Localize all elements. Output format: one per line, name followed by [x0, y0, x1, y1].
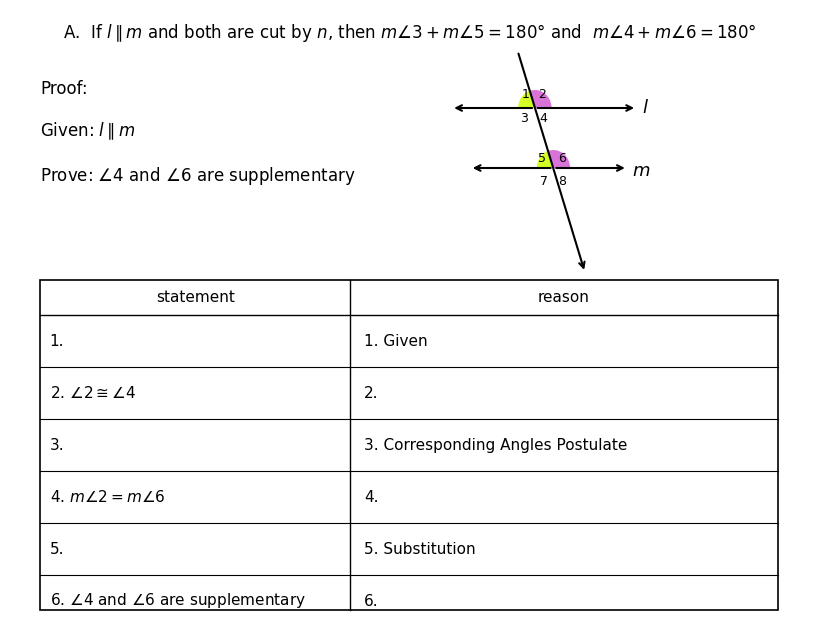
Wedge shape	[518, 91, 535, 108]
Text: 5.: 5.	[49, 542, 64, 556]
Text: 6: 6	[558, 152, 566, 165]
Text: 6. $\angle4$ and $\angle6$ are supplementary: 6. $\angle4$ and $\angle6$ are supplemen…	[49, 592, 305, 610]
FancyBboxPatch shape	[40, 280, 778, 610]
Text: 8: 8	[558, 175, 566, 188]
Text: 5. Substitution: 5. Substitution	[364, 542, 476, 556]
Text: reason: reason	[538, 290, 590, 305]
Text: 1: 1	[522, 87, 530, 100]
Text: $n$: $n$	[581, 277, 592, 296]
Text: 3: 3	[520, 111, 527, 124]
Text: 1. Given: 1. Given	[364, 334, 428, 348]
Text: 5: 5	[538, 152, 546, 165]
Text: 4. $m\angle2 = m\angle6$: 4. $m\angle2 = m\angle6$	[49, 489, 165, 505]
Text: 2: 2	[538, 87, 546, 100]
Text: 1.: 1.	[49, 334, 64, 348]
Text: Prove: $\angle4$ and $\angle6$ are supplementary: Prove: $\angle4$ and $\angle6$ are suppl…	[40, 165, 356, 187]
Text: 4: 4	[539, 111, 547, 124]
Text: statement: statement	[156, 290, 234, 305]
Wedge shape	[548, 150, 570, 168]
Wedge shape	[536, 151, 554, 168]
Text: A.  If $l \parallel m$ and both are cut by $n$, then $m\angle3 + m\angle5 = 180°: A. If $l \parallel m$ and both are cut b…	[63, 22, 757, 44]
Text: 2.: 2.	[364, 386, 378, 400]
Text: $l$: $l$	[641, 99, 649, 117]
Text: 6.: 6.	[364, 594, 378, 608]
Text: 3.: 3.	[49, 438, 64, 452]
Text: Given: $l \parallel m$: Given: $l \parallel m$	[40, 120, 136, 142]
Text: 2. $\angle2 \cong \angle4$: 2. $\angle2 \cong \angle4$	[49, 385, 135, 401]
Text: 3. Corresponding Angles Postulate: 3. Corresponding Angles Postulate	[364, 438, 627, 452]
Text: $m$: $m$	[632, 162, 650, 180]
Text: Proof:: Proof:	[40, 80, 88, 98]
Wedge shape	[530, 90, 551, 108]
Text: 4.: 4.	[364, 490, 378, 504]
Text: 7: 7	[541, 175, 548, 188]
